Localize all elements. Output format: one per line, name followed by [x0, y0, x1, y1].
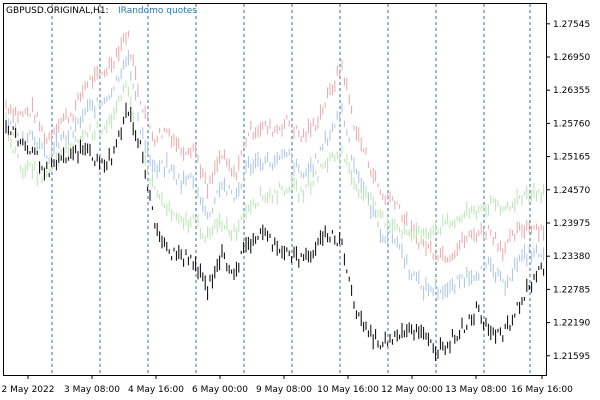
series-3 [5, 102, 545, 362]
x-tick-label: 2 May 2022 [2, 385, 55, 395]
y-tick-label: 1.23380 [553, 252, 590, 262]
vertical-grid [51, 4, 531, 375]
series-layer [5, 30, 545, 362]
y-axis: 1.27545 1.26950 1.26355 1.25760 1.25165 1.245… [546, 20, 590, 362]
x-tick-label: 4 May 16:00 [128, 385, 184, 395]
x-tick-label: 13 May 08:00 [445, 385, 507, 395]
y-tick-label: 1.21595 [553, 352, 590, 362]
legend-symbol: GBPUSD.ORIGINAL,H1: [6, 6, 109, 16]
x-tick-label: 6 May 00:00 [192, 385, 248, 395]
x-tick-label: 12 May 00:00 [381, 385, 443, 395]
x-axis: 2 May 2022 3 May 08:00 4 May 16:00 6 May 00… [2, 375, 573, 395]
legend-overlay: IRandomo quotes [118, 6, 197, 16]
series-1 [5, 50, 545, 301]
y-tick-label: 1.24570 [553, 186, 590, 196]
x-tick-label: 9 May 08:00 [256, 385, 312, 395]
y-tick-label: 1.27545 [553, 20, 590, 30]
y-tick-label: 1.26355 [553, 86, 590, 96]
x-tick-label: 10 May 16:00 [317, 385, 379, 395]
y-tick-label: 1.22785 [553, 285, 590, 295]
y-tick-label: 1.26950 [553, 53, 590, 63]
y-tick-label: 1.25165 [553, 153, 590, 163]
y-tick-label: 1.23975 [553, 219, 590, 229]
x-tick-label: 3 May 08:00 [64, 385, 120, 395]
x-tick-label: 16 May 16:00 [511, 385, 573, 395]
y-tick-label: 1.22190 [553, 319, 590, 329]
y-tick-label: 1.25760 [553, 119, 590, 129]
